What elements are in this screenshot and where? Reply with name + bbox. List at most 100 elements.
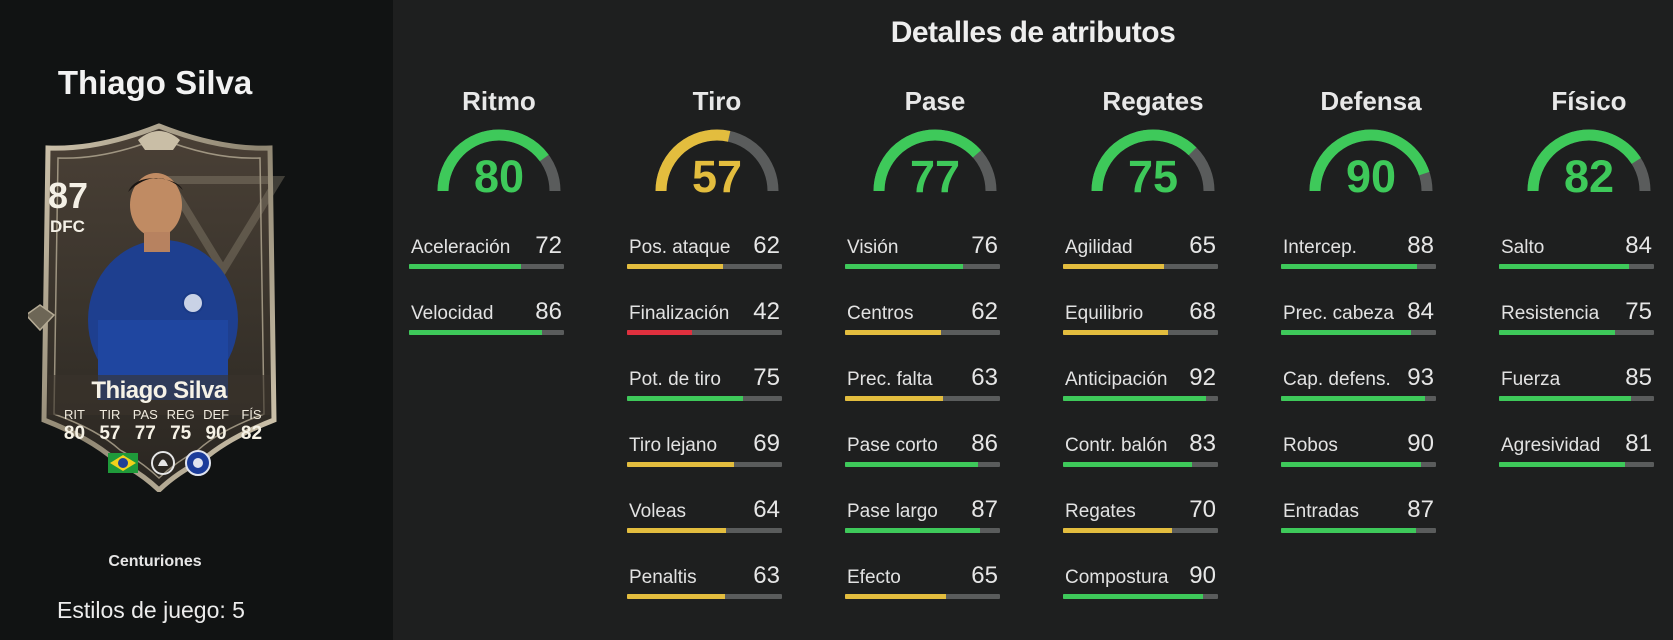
card-stat-label: FÍS bbox=[241, 407, 262, 422]
attribute-bar bbox=[409, 330, 564, 335]
attribute-bar bbox=[1281, 462, 1436, 467]
attribute-bar bbox=[845, 396, 1000, 401]
attribute-name: Contr. balón bbox=[1065, 435, 1168, 456]
attribute-row[interactable]: Visión 76 bbox=[845, 230, 1000, 270]
player-card[interactable]: 87 DFC Thiago Silva RIT 80 TIR 57 PAS 77 RE… bbox=[28, 120, 290, 492]
attribute-row[interactable]: Contr. balón 83 bbox=[1063, 428, 1218, 468]
attribute-row[interactable]: Aceleración 72 bbox=[409, 230, 564, 270]
category-regates: Regates 75 Agilidad 65 Equilibrio 68 Anticipac… bbox=[1063, 0, 1243, 640]
category-gauge bbox=[437, 129, 561, 192]
card-stat-value: 75 bbox=[170, 423, 192, 444]
category-value: 75 bbox=[1127, 151, 1179, 202]
attribute-value: 75 bbox=[1625, 298, 1652, 325]
attribute-name: Efecto bbox=[847, 567, 901, 588]
attribute-row[interactable]: Agilidad 65 bbox=[1063, 230, 1218, 270]
section-title: Detalles de atributos bbox=[890, 16, 1176, 49]
attribute-bar bbox=[845, 528, 1000, 533]
attribute-value: 76 bbox=[971, 232, 998, 259]
attribute-row[interactable]: Compostura 90 bbox=[1063, 560, 1218, 600]
gauge-fill bbox=[873, 129, 997, 192]
category-gauge bbox=[1091, 129, 1215, 192]
category-value: 90 bbox=[1345, 151, 1397, 202]
attribute-row[interactable]: Centros 62 bbox=[845, 296, 1000, 336]
attribute-row[interactable]: Intercep. 88 bbox=[1281, 230, 1436, 270]
attribute-name: Robos bbox=[1283, 435, 1338, 456]
attribute-row[interactable]: Cap. defens. 93 bbox=[1281, 362, 1436, 402]
attribute-bar bbox=[1063, 330, 1218, 335]
attribute-name: Equilibrio bbox=[1065, 303, 1144, 324]
attribute-row[interactable]: Pot. de tiro 75 bbox=[627, 362, 782, 402]
attribute-bar bbox=[1281, 528, 1436, 533]
category-title: Físico bbox=[1551, 86, 1627, 116]
attribute-bar-fill bbox=[1281, 462, 1421, 467]
attribute-value: 92 bbox=[1189, 364, 1216, 391]
attribute-value: 63 bbox=[971, 364, 998, 391]
attribute-name: Pot. de tiro bbox=[629, 369, 721, 390]
attribute-row[interactable]: Anticipación 92 bbox=[1063, 362, 1218, 402]
attribute-row[interactable]: Efecto 65 bbox=[845, 560, 1000, 600]
card-stat-label: TIR bbox=[99, 407, 121, 422]
attribute-row[interactable]: Regates 70 bbox=[1063, 494, 1218, 534]
league-logo-icon bbox=[151, 451, 175, 475]
card-stat-value: 90 bbox=[205, 423, 227, 444]
attribute-row[interactable]: Pos. ataque 62 bbox=[627, 230, 782, 270]
attribute-bar bbox=[627, 594, 782, 599]
attribute-row[interactable]: Equilibrio 68 bbox=[1063, 296, 1218, 336]
attribute-value: 62 bbox=[753, 232, 780, 259]
category-title: Pase bbox=[904, 86, 966, 116]
attribute-value: 87 bbox=[1407, 496, 1434, 523]
attribute-row[interactable]: Prec. falta 63 bbox=[845, 362, 1000, 402]
attribute-row[interactable]: Fuerza 85 bbox=[1499, 362, 1654, 402]
attribute-bar-fill bbox=[409, 330, 543, 335]
play-styles-count[interactable]: Estilos de juego: 5 bbox=[57, 597, 245, 623]
attribute-bar-fill bbox=[845, 594, 946, 599]
attribute-row[interactable]: Prec. cabeza 84 bbox=[1281, 296, 1436, 336]
club-crest-icon bbox=[185, 450, 211, 476]
attribute-name: Velocidad bbox=[411, 303, 494, 324]
category-title: Tiro bbox=[692, 86, 742, 116]
attribute-bar bbox=[1063, 462, 1218, 467]
attribute-row[interactable]: Agresividad 81 bbox=[1499, 428, 1654, 468]
attribute-row[interactable]: Robos 90 bbox=[1281, 428, 1436, 468]
attribute-bar-fill bbox=[845, 462, 979, 467]
attribute-bar bbox=[1499, 462, 1654, 467]
attribute-value: 65 bbox=[1189, 232, 1216, 259]
category-tiro: Tiro 57 Pos. ataque 62 Finalización 42 Pot. de… bbox=[627, 0, 807, 640]
card-set-name: Centuriones bbox=[108, 553, 202, 570]
attribute-value: 88 bbox=[1407, 232, 1434, 259]
card-stat-label: DEF bbox=[203, 407, 230, 422]
attribute-bar-fill bbox=[1499, 462, 1625, 467]
attribute-row[interactable]: Entradas 87 bbox=[1281, 494, 1436, 534]
attribute-row[interactable]: Finalización 42 bbox=[627, 296, 782, 336]
attribute-value: 81 bbox=[1625, 430, 1652, 457]
attribute-bar-fill bbox=[627, 594, 725, 599]
category-value: 80 bbox=[473, 151, 525, 202]
attribute-row[interactable]: Voleas 64 bbox=[627, 494, 782, 534]
category-title: Ritmo bbox=[462, 86, 536, 116]
attribute-row[interactable]: Pase corto 86 bbox=[845, 428, 1000, 468]
attribute-bar-fill bbox=[627, 264, 724, 269]
attribute-value: 86 bbox=[971, 430, 998, 457]
attribute-bar bbox=[1281, 264, 1436, 269]
category-gauge bbox=[1527, 129, 1651, 192]
attribute-value: 65 bbox=[971, 562, 998, 589]
attribute-row[interactable]: Resistencia 75 bbox=[1499, 296, 1654, 336]
attribute-row[interactable]: Tiro lejano 69 bbox=[627, 428, 782, 468]
category-ritmo: Ritmo 80 Aceleración 72 Velocidad 86 bbox=[409, 0, 589, 640]
attribute-bar-fill bbox=[1063, 330, 1169, 335]
attribute-bar-fill bbox=[1281, 264, 1418, 269]
attribute-name: Tiro lejano bbox=[629, 435, 718, 456]
attribute-value: 93 bbox=[1407, 364, 1434, 391]
attribute-row[interactable]: Penaltis 63 bbox=[627, 560, 782, 600]
card-stat: PAS 77 bbox=[129, 407, 162, 445]
attribute-row[interactable]: Salto 84 bbox=[1499, 230, 1654, 270]
attribute-bar bbox=[845, 330, 1000, 335]
attribute-row[interactable]: Velocidad 86 bbox=[409, 296, 564, 336]
attribute-value: 72 bbox=[535, 232, 562, 259]
attribute-name: Voleas bbox=[629, 501, 687, 522]
attribute-value: 62 bbox=[971, 298, 998, 325]
attribute-bar-fill bbox=[627, 528, 727, 533]
attribute-bar bbox=[845, 594, 1000, 599]
card-player-name: Thiago Silva bbox=[91, 377, 227, 404]
attribute-row[interactable]: Pase largo 87 bbox=[845, 494, 1000, 534]
